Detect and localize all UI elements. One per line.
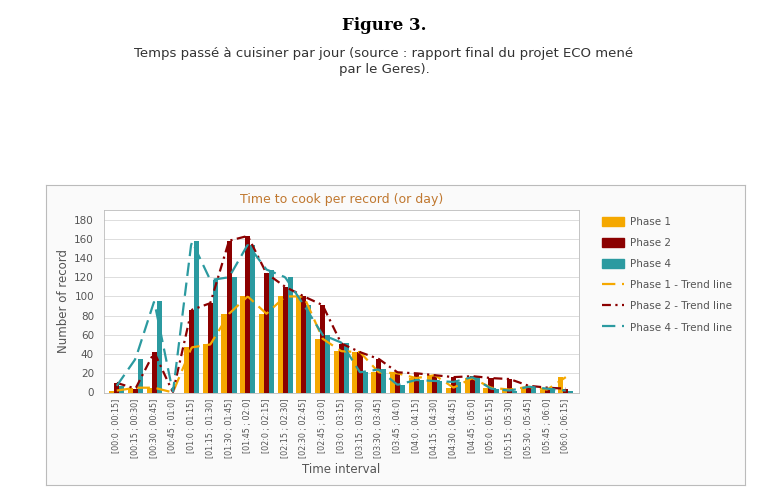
Bar — [540, 390, 545, 392]
Bar — [213, 280, 218, 392]
Bar — [419, 380, 424, 392]
Bar — [151, 352, 157, 393]
Bar — [334, 351, 339, 393]
Bar — [133, 388, 138, 392]
Bar — [339, 344, 344, 392]
Y-axis label: Number of record: Number of record — [57, 249, 70, 353]
Bar — [507, 379, 512, 392]
Bar — [283, 287, 288, 393]
Bar — [526, 386, 531, 392]
Bar — [437, 381, 442, 392]
Text: Figure 3.: Figure 3. — [342, 18, 426, 34]
Bar — [531, 386, 536, 392]
Bar — [245, 236, 250, 392]
Bar — [451, 377, 456, 392]
Bar — [521, 386, 526, 392]
Bar — [325, 335, 330, 392]
Bar — [203, 344, 208, 393]
Bar — [494, 388, 498, 392]
Bar — [119, 386, 124, 392]
Bar — [456, 382, 461, 392]
Bar — [320, 305, 325, 392]
Bar — [277, 296, 283, 392]
Bar — [114, 383, 119, 392]
Bar — [465, 378, 470, 392]
Bar — [558, 377, 563, 392]
Bar — [189, 310, 194, 392]
Bar — [269, 270, 274, 392]
Bar — [568, 390, 574, 392]
Bar — [357, 352, 362, 393]
Bar — [563, 388, 568, 392]
Bar — [502, 390, 507, 392]
Bar — [147, 388, 151, 392]
Bar — [288, 277, 293, 392]
Bar — [208, 303, 213, 392]
Bar — [400, 385, 405, 392]
Bar — [353, 352, 357, 393]
Bar — [306, 305, 312, 392]
Bar — [264, 274, 269, 392]
Bar — [128, 388, 133, 392]
Bar — [240, 296, 245, 392]
Bar — [545, 388, 550, 392]
Bar — [194, 240, 199, 392]
Bar — [446, 388, 451, 392]
Bar — [414, 374, 419, 392]
Bar — [184, 348, 189, 393]
Bar — [301, 296, 306, 392]
Bar — [390, 374, 395, 392]
Bar — [232, 277, 237, 392]
Bar — [296, 296, 301, 392]
Bar — [138, 359, 143, 392]
Bar — [227, 240, 232, 392]
Bar — [432, 375, 437, 392]
Bar — [221, 314, 227, 392]
Bar — [470, 376, 475, 392]
Bar — [109, 390, 114, 392]
Bar — [315, 338, 320, 392]
Bar — [483, 388, 488, 392]
X-axis label: Time interval: Time interval — [302, 462, 380, 475]
Bar — [488, 378, 494, 392]
Title: Time to cook per record (or day): Time to cook per record (or day) — [240, 193, 443, 206]
Bar — [250, 244, 255, 392]
Bar — [395, 372, 400, 392]
Bar — [157, 301, 162, 392]
Bar — [344, 342, 349, 392]
Bar — [512, 390, 518, 392]
Bar — [381, 370, 386, 392]
Bar — [550, 388, 554, 392]
Bar — [427, 375, 432, 392]
Bar — [409, 378, 414, 392]
Bar — [371, 372, 376, 392]
Legend: Phase 1, Phase 2, Phase 4, Phase 1 - Trend line, Phase 2 - Trend line, Phase 4 -: Phase 1, Phase 2, Phase 4, Phase 1 - Tre… — [598, 214, 735, 336]
Bar — [376, 359, 381, 392]
Bar — [475, 377, 480, 392]
Text: Temps passé à cuisiner par jour (source : rapport final du projet ECO mené
par l: Temps passé à cuisiner par jour (source … — [134, 48, 634, 76]
Bar — [362, 372, 368, 392]
Bar — [259, 314, 264, 392]
